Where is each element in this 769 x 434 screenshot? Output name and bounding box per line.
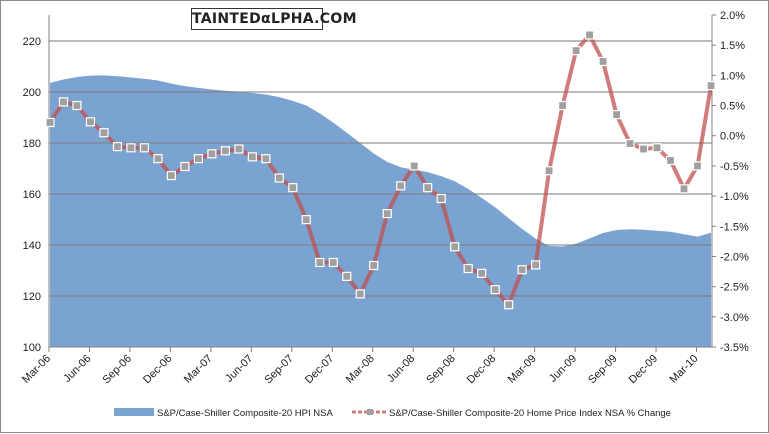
right-axis-tick-label: -2.5% xyxy=(720,282,749,294)
pct-change-marker xyxy=(45,117,55,128)
right-axis-tick-label: -0.5% xyxy=(720,161,749,173)
x-axis-tick-label: Mar-10 xyxy=(668,353,701,386)
x-axis-tick-label: Mar-07 xyxy=(182,353,215,386)
pct-change-marker xyxy=(328,257,338,268)
pct-change-marker xyxy=(544,166,554,176)
pct-change-marker xyxy=(598,56,608,67)
right-axis-tick-label: -3.0% xyxy=(720,312,749,324)
right-axis-tick-label: -1.5% xyxy=(720,221,749,233)
left-axis-tick-label: 220 xyxy=(23,36,41,48)
x-axis-tick-label: Jun-08 xyxy=(385,353,417,385)
pct-change-marker xyxy=(85,117,96,127)
right-axis-tick-label: 1.0% xyxy=(720,70,745,82)
pct-change-marker xyxy=(463,263,473,274)
pct-change-marker xyxy=(207,149,217,159)
right-axis-tick-label: 0.5% xyxy=(720,101,745,113)
pct-change-marker xyxy=(625,138,635,149)
left-axis-tick-label: 140 xyxy=(23,240,41,252)
pct-change-marker xyxy=(706,81,716,91)
pct-change-marker xyxy=(490,285,500,295)
pct-change-marker xyxy=(531,260,541,270)
pct-change-marker xyxy=(261,154,271,164)
right-axis-tick-label: 1.5% xyxy=(720,40,745,52)
x-axis-tick-label: Jun-07 xyxy=(223,353,255,385)
pct-change-marker xyxy=(396,181,406,191)
x-axis-tick-label: Mar-08 xyxy=(344,353,377,386)
pct-change-marker xyxy=(571,46,581,56)
legend-swatch-hpi xyxy=(114,408,154,416)
right-axis-tick-label: 2.0% xyxy=(720,10,745,22)
x-axis-tick-label: Sep-06 xyxy=(100,353,134,387)
right-axis-tick-label: 0.0% xyxy=(720,131,745,143)
pct-change-marker xyxy=(584,30,595,40)
x-axis-tick-label: Sep-07 xyxy=(262,353,296,387)
pct-change-marker xyxy=(692,161,703,171)
pct-change-marker xyxy=(126,143,136,153)
pct-change-marker xyxy=(247,152,257,162)
pct-change-marker xyxy=(193,154,203,164)
right-axis-tick-label: -3.5% xyxy=(720,342,749,354)
x-axis-tick-label: Jun-09 xyxy=(547,353,579,385)
left-axis-tick-label: 120 xyxy=(23,291,41,303)
left-axis-tick-label: 180 xyxy=(23,138,41,150)
pct-change-marker xyxy=(220,146,230,156)
x-axis-tick-label: Jun-06 xyxy=(61,353,93,385)
x-axis-tick-label: Sep-09 xyxy=(586,353,620,387)
x-axis-tick-label: Dec-07 xyxy=(303,353,337,387)
pct-change-marker xyxy=(342,271,352,281)
legend-label-hpi: S&P/Case-Shiller Composite-20 HPI NSA xyxy=(157,408,333,419)
pct-change-marker xyxy=(504,300,514,310)
pct-change-marker xyxy=(423,183,433,193)
pct-change-marker xyxy=(99,128,109,138)
pct-change-marker xyxy=(665,155,676,166)
pct-change-marker xyxy=(274,173,284,183)
left-axis-tick-label: 100 xyxy=(23,342,41,354)
pct-change-marker xyxy=(679,184,689,194)
legend-swatch-pct-marker xyxy=(367,409,373,415)
pct-change-marker xyxy=(355,289,365,299)
legend-label-pct: S&P/Case-Shiller Composite-20 Home Price… xyxy=(389,408,671,419)
pct-change-marker xyxy=(315,257,325,268)
pct-change-marker xyxy=(139,143,150,153)
pct-change-marker xyxy=(72,100,82,111)
x-axis-tick-label: Dec-08 xyxy=(465,353,499,387)
legend: S&P/Case-Shiller Composite-20 HPI NSA S&P… xyxy=(114,408,671,419)
left-axis-tick-label: 160 xyxy=(23,189,41,201)
hpi-area xyxy=(50,75,711,348)
pct-change-marker xyxy=(477,268,487,278)
pct-change-marker xyxy=(382,208,392,219)
x-axis-tick-label: Dec-06 xyxy=(141,353,175,387)
pct-change-marker xyxy=(153,154,163,164)
left-axis-tick-label: 200 xyxy=(23,87,41,99)
pct-change-marker xyxy=(450,242,460,252)
pct-change-marker xyxy=(58,97,69,107)
x-axis-tick-label: Mar-09 xyxy=(506,353,539,386)
pct-change-marker xyxy=(638,144,649,154)
x-axis-tick-label: Dec-09 xyxy=(627,353,661,387)
pct-change-marker xyxy=(166,170,177,181)
x-axis-tick-label: Sep-08 xyxy=(424,353,458,387)
pct-change-marker xyxy=(517,265,527,275)
pct-change-marker xyxy=(369,260,379,271)
pct-change-marker xyxy=(288,183,298,193)
right-axis-tick-label: -1.0% xyxy=(720,191,749,203)
pct-change-marker xyxy=(611,109,622,120)
pct-change-marker xyxy=(301,215,311,225)
pct-change-marker xyxy=(436,193,446,204)
right-axis-tick-label: -2.0% xyxy=(720,251,749,263)
x-axis-tick-label: Mar-06 xyxy=(20,353,53,386)
logo: TAINTEDαLPHA.COM xyxy=(191,8,356,30)
pct-change-marker xyxy=(180,161,190,172)
pct-change-marker xyxy=(409,161,419,171)
pct-change-marker xyxy=(558,100,568,111)
pct-change-marker xyxy=(234,144,244,154)
pct-change-marker xyxy=(652,143,662,153)
pct-change-marker xyxy=(112,141,123,152)
